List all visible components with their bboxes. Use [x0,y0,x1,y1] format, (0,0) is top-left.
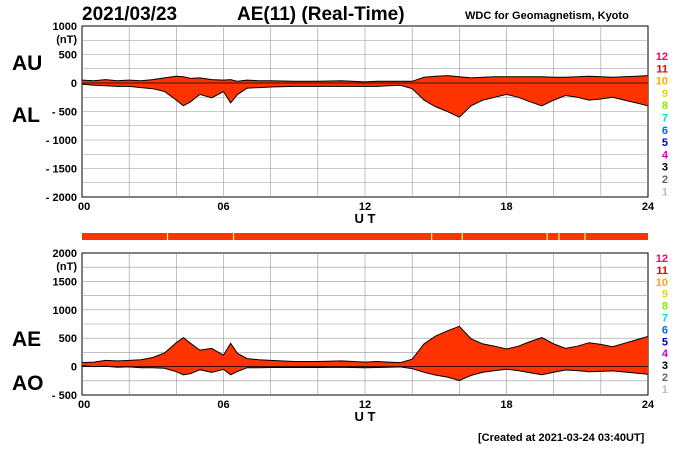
station-gap-marker [558,233,560,240]
y-tick-label: 0 [71,362,77,374]
station-availability-bar [82,233,648,240]
y-tick-label: - 2000 [46,192,77,204]
station-count-label: 12 [656,51,668,63]
station-count-label: 2 [662,174,668,186]
x-axis-label: U T [355,211,376,226]
x-tick-label: 06 [217,399,229,411]
x-tick-label: 12 [359,399,371,411]
index-title: AE(11) (Real-Time) [237,4,405,25]
series-line-ao [81,365,649,382]
station-count-label: 9 [662,289,668,301]
y-unit-label: (nT) [56,261,77,273]
station-gap-marker [232,233,235,240]
ao-label: AO [12,372,44,395]
y-tick-label: - 1000 [46,135,77,147]
series-line-ae [81,325,649,364]
y-tick-label: 0 [71,78,77,90]
al-label: AL [12,104,40,127]
station-count-label: 4 [662,149,669,161]
series-line-al [81,83,649,118]
station-count-label: 7 [662,113,668,125]
x-axis-label: U T [355,409,376,424]
x-tick-label: 24 [642,399,655,411]
au-label: AU [12,52,43,75]
x-tick-label: 00 [78,201,90,213]
station-gap-marker [584,233,586,240]
y-tick-label: 500 [59,333,77,345]
station-gap-marker [546,233,548,240]
station-count-label: 7 [662,313,668,325]
y-tick-label: - 500 [52,390,77,402]
series-line-au [81,75,649,83]
chart-panel-0: 1000 500 0 - 500 - 1000 - 1500 - 2000 (nT) 00 06 1… [46,21,669,226]
station-gap-marker [166,233,169,240]
y-tick-label: - 500 [52,107,77,119]
station-gap-marker [431,233,433,240]
series-area-fill [82,75,648,118]
y-tick-label: 1000 [53,21,77,33]
station-count-label: 12 [656,253,668,265]
station-count-label: 4 [662,348,669,360]
station-count-label: 3 [662,162,668,174]
x-tick-label: 18 [500,201,512,213]
x-tick-label: 18 [500,399,512,411]
station-count-label: 1 [662,186,668,198]
station-count-label: 8 [662,301,668,313]
x-tick-label: 12 [359,201,371,213]
created-timestamp: [Created at 2021-03-24 03:40UT] [478,432,645,444]
ae-label: AE [12,328,42,351]
y-tick-label: 500 [59,50,77,62]
station-count-label: 10 [656,76,668,88]
station-count-label: 6 [662,324,668,336]
station-count-label: 5 [662,137,668,149]
plot-date: 2021/03/23 [82,4,178,25]
credit-text: WDC for Geomagnetism, Kyoto [465,10,629,22]
station-count-label: 6 [662,125,668,137]
station-count-label: 3 [662,360,668,372]
station-count-label: 10 [656,277,668,289]
station-gap-marker [461,233,463,240]
y-tick-label: 1500 [53,276,77,288]
station-count-label: 8 [662,100,668,112]
station-count-label: 1 [662,384,668,396]
y-tick-label: - 1500 [46,164,77,176]
station-count-label: 11 [656,265,668,277]
x-tick-label: 06 [217,201,229,213]
station-count-label: 2 [662,372,668,384]
y-tick-label: 2000 [53,248,77,260]
y-tick-label: 1000 [53,305,77,317]
x-tick-label: 24 [642,201,655,213]
station-count-label: 9 [662,88,668,100]
y-unit-label: (nT) [56,34,77,46]
x-tick-label: 00 [78,399,90,411]
station-count-label: 11 [656,63,668,75]
station-count-label: 5 [662,336,668,348]
